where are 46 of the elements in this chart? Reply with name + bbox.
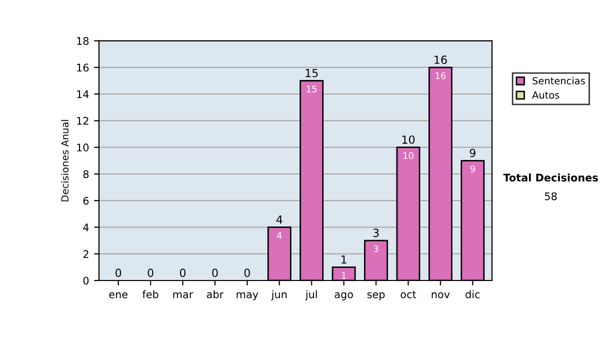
total-label: 0: [148, 268, 154, 278]
y-tick-label: 12: [77, 116, 88, 125]
total-label: 9: [470, 148, 476, 158]
x-tick-label: may: [236, 292, 258, 300]
y-tick-label: 2: [83, 250, 88, 258]
x-tick-label: feb: [142, 290, 158, 298]
total-label: 1: [342, 255, 346, 264]
x-tick-label: jul: [305, 290, 317, 300]
x-tick-label: sep: [367, 292, 385, 300]
y-tick-label: 6: [83, 196, 89, 205]
total-label: 16: [434, 56, 447, 64]
x-tick-label: ene: [109, 292, 128, 298]
legend-label: Sentencias: [532, 76, 585, 84]
x-tick-label: mar: [173, 292, 194, 298]
total-label: 10: [402, 135, 415, 144]
x-tick-label: abr: [206, 290, 224, 298]
total-label: 3: [373, 228, 379, 238]
text: 58: [544, 192, 557, 200]
x-tick-label: jun: [271, 290, 287, 300]
data-label: 4: [276, 232, 282, 239]
y-tick-label: 8: [83, 170, 89, 178]
data-label: 3: [374, 245, 378, 252]
data-label: 9: [470, 165, 475, 172]
total-label: 0: [212, 268, 218, 278]
legend-label: Autos: [532, 91, 560, 99]
data-label: 15: [306, 86, 317, 92]
total-label: 15: [306, 69, 318, 78]
x-tick-label: ago: [334, 292, 353, 300]
data-label: 10: [403, 152, 414, 159]
y-tick-label: 18: [77, 37, 89, 45]
x-tick-label: nov: [432, 292, 450, 298]
data-label: 1: [342, 272, 346, 279]
y-tick-label: 10: [77, 144, 89, 152]
y-axis-title: Decisiones Anual: [61, 120, 69, 202]
total-label: 0: [116, 268, 122, 278]
total-label: 0: [244, 268, 250, 278]
total-label: 0: [180, 268, 186, 278]
y-tick-label: 4: [83, 224, 89, 232]
y-tick-label: 14: [77, 90, 89, 98]
y-tick-label: 16: [77, 64, 89, 72]
total-label: 4: [276, 215, 282, 224]
data-label: 16: [436, 72, 446, 80]
x-tick-label: dic: [466, 290, 480, 298]
text: Total Decisiones: [503, 173, 598, 182]
x-tick-label: oct: [400, 290, 416, 298]
y-tick-label: 0: [83, 276, 89, 285]
